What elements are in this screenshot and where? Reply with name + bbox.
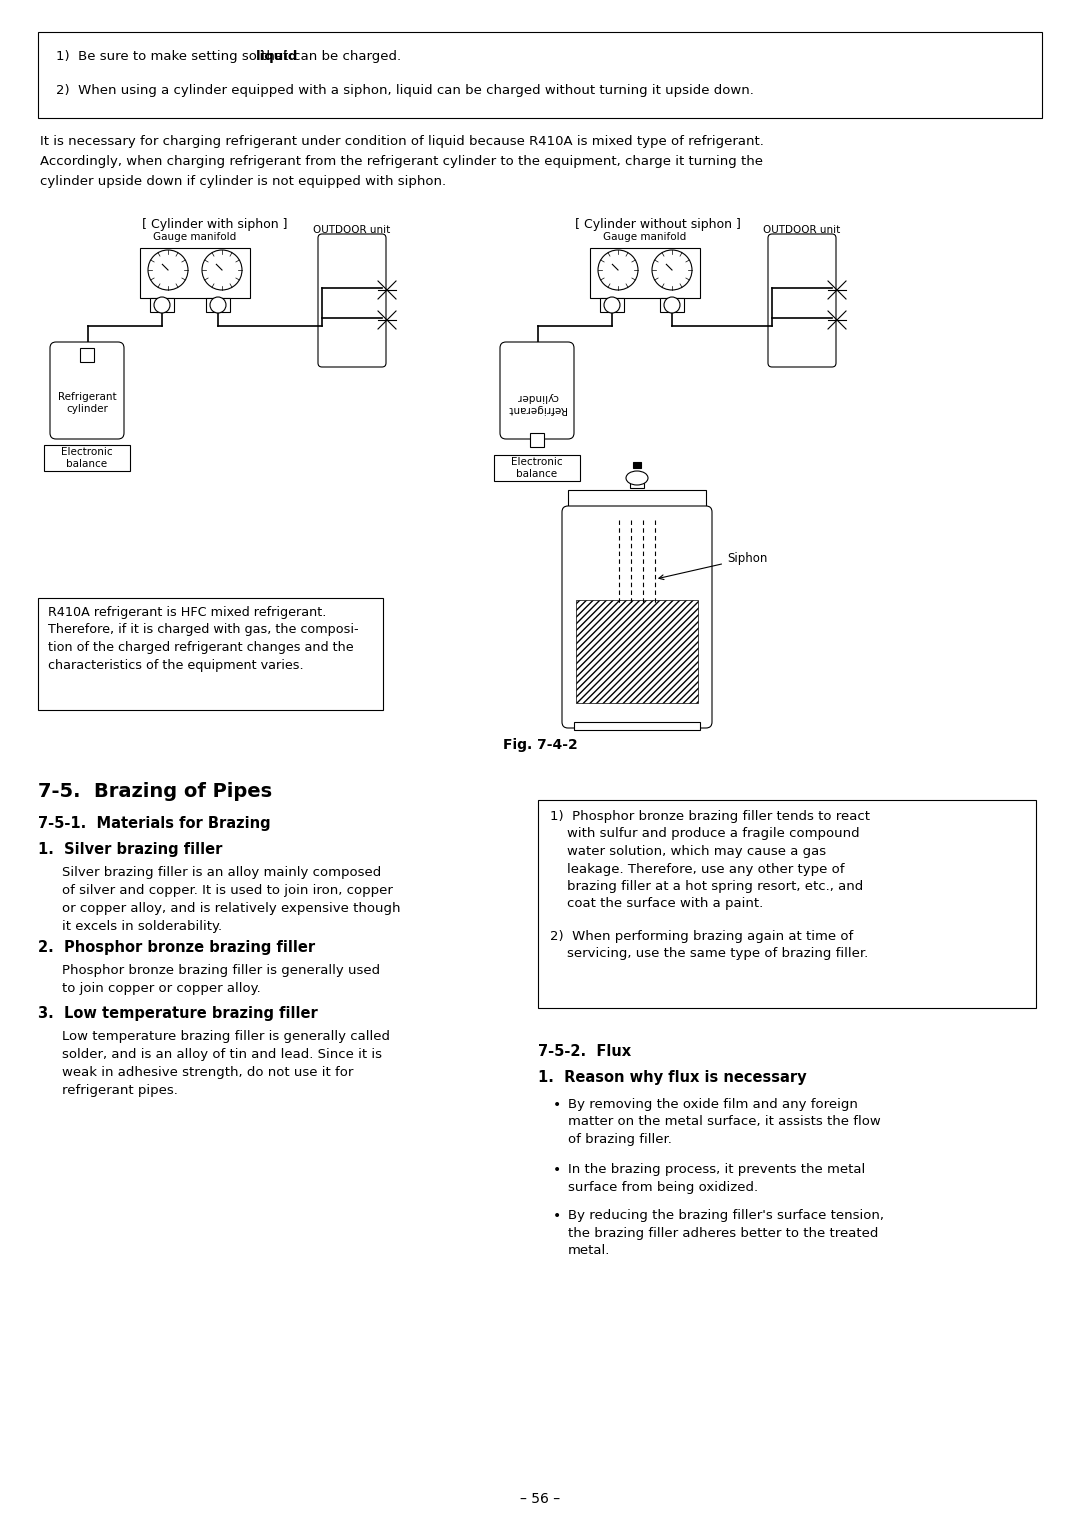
- Circle shape: [604, 297, 620, 313]
- Text: •: •: [553, 1098, 562, 1112]
- Text: It is necessary for charging refrigerant under condition of liquid because R410A: It is necessary for charging refrigerant…: [40, 136, 764, 148]
- Text: 7-5-2.  Flux: 7-5-2. Flux: [538, 1045, 631, 1058]
- Text: liquid: liquid: [256, 50, 298, 63]
- Bar: [538, 801, 1036, 1008]
- Text: 2)  When using a cylinder equipped with a siphon, liquid can be charged without : 2) When using a cylinder equipped with a…: [56, 84, 754, 98]
- Circle shape: [148, 250, 188, 290]
- Text: [ Cylinder with siphon ]: [ Cylinder with siphon ]: [143, 218, 287, 230]
- Text: 7-5.  Brazing of Pipes: 7-5. Brazing of Pipes: [38, 782, 272, 801]
- FancyBboxPatch shape: [50, 342, 124, 439]
- Text: [ Cylinder without siphon ]: [ Cylinder without siphon ]: [575, 218, 741, 230]
- Bar: [568, 490, 706, 512]
- Circle shape: [664, 297, 680, 313]
- Text: Silver brazing filler is an alloy mainly composed
of silver and copper. It is us: Silver brazing filler is an alloy mainly…: [62, 866, 401, 933]
- Text: In the brazing process, it prevents the metal
surface from being oxidized.: In the brazing process, it prevents the …: [568, 1164, 865, 1194]
- Ellipse shape: [626, 471, 648, 485]
- Text: 1)  Be sure to make setting so that: 1) Be sure to make setting so that: [56, 50, 293, 63]
- Bar: [633, 462, 642, 468]
- Bar: [573, 721, 700, 730]
- FancyBboxPatch shape: [768, 233, 836, 368]
- Bar: [660, 297, 684, 313]
- Text: Refrigerant
cylinder: Refrigerant cylinder: [57, 392, 117, 415]
- Text: Fig. 7-4-2: Fig. 7-4-2: [502, 738, 578, 752]
- Circle shape: [202, 250, 242, 290]
- Circle shape: [598, 250, 638, 290]
- Text: Refrigerant
cylinder: Refrigerant cylinder: [508, 392, 566, 415]
- Text: 1)  Phosphor bronze brazing filler tends to react
    with sulfur and produce a : 1) Phosphor bronze brazing filler tends …: [550, 810, 870, 910]
- FancyBboxPatch shape: [318, 233, 386, 368]
- Bar: [600, 297, 624, 313]
- Text: 2)  When performing brazing again at time of
    servicing, use the same type of: 2) When performing brazing again at time…: [550, 930, 868, 961]
- Text: R410A refrigerant is HFC mixed refrigerant.
Therefore, if it is charged with gas: R410A refrigerant is HFC mixed refrigera…: [48, 605, 359, 671]
- Text: 2.  Phosphor bronze brazing filler: 2. Phosphor bronze brazing filler: [38, 939, 315, 955]
- Circle shape: [154, 297, 170, 313]
- Text: Low temperature brazing filler is generally called
solder, and is an alloy of ti: Low temperature brazing filler is genera…: [62, 1029, 390, 1096]
- Text: •: •: [553, 1209, 562, 1223]
- Text: By reducing the brazing filler's surface tension,
the brazing filler adheres bet: By reducing the brazing filler's surface…: [568, 1209, 885, 1257]
- Bar: [140, 249, 249, 297]
- Bar: [206, 297, 230, 313]
- Text: Electronic
balance: Electronic balance: [511, 458, 563, 479]
- Text: •: •: [553, 1164, 562, 1177]
- FancyBboxPatch shape: [562, 506, 712, 727]
- Text: OUTDOOR unit: OUTDOOR unit: [313, 226, 391, 235]
- Text: Electronic
balance: Electronic balance: [62, 447, 112, 470]
- Text: 3.  Low temperature brazing filler: 3. Low temperature brazing filler: [38, 1006, 318, 1022]
- Bar: [150, 297, 174, 313]
- Bar: [44, 445, 130, 471]
- Text: – 56 –: – 56 –: [519, 1491, 561, 1507]
- Bar: [38, 32, 1042, 117]
- Text: Accordingly, when charging refrigerant from the refrigerant cylinder to the equi: Accordingly, when charging refrigerant f…: [40, 156, 762, 168]
- Text: By removing the oxide film and any foreign
matter on the metal surface, it assis: By removing the oxide film and any forei…: [568, 1098, 881, 1145]
- Bar: [38, 598, 383, 711]
- Bar: [530, 433, 544, 447]
- Text: Siphon: Siphon: [659, 552, 768, 580]
- Text: Gauge manifold: Gauge manifold: [604, 232, 687, 242]
- Text: 7-5-1.  Materials for Brazing: 7-5-1. Materials for Brazing: [38, 816, 271, 831]
- Text: 1.  Reason why flux is necessary: 1. Reason why flux is necessary: [538, 1071, 807, 1084]
- Circle shape: [210, 297, 226, 313]
- Bar: [80, 348, 94, 361]
- FancyBboxPatch shape: [500, 342, 573, 439]
- Bar: [576, 601, 698, 703]
- Text: Phosphor bronze brazing filler is generally used
to join copper or copper alloy.: Phosphor bronze brazing filler is genera…: [62, 964, 380, 994]
- Text: cylinder upside down if cylinder is not equipped with siphon.: cylinder upside down if cylinder is not …: [40, 175, 446, 188]
- Text: OUTDOOR unit: OUTDOOR unit: [764, 226, 840, 235]
- Text: Gauge manifold: Gauge manifold: [153, 232, 237, 242]
- Text: can be charged.: can be charged.: [288, 50, 401, 63]
- Bar: [590, 249, 700, 297]
- Bar: [630, 477, 644, 488]
- Text: 1.  Silver brazing filler: 1. Silver brazing filler: [38, 842, 222, 857]
- Circle shape: [652, 250, 692, 290]
- Bar: [494, 454, 580, 480]
